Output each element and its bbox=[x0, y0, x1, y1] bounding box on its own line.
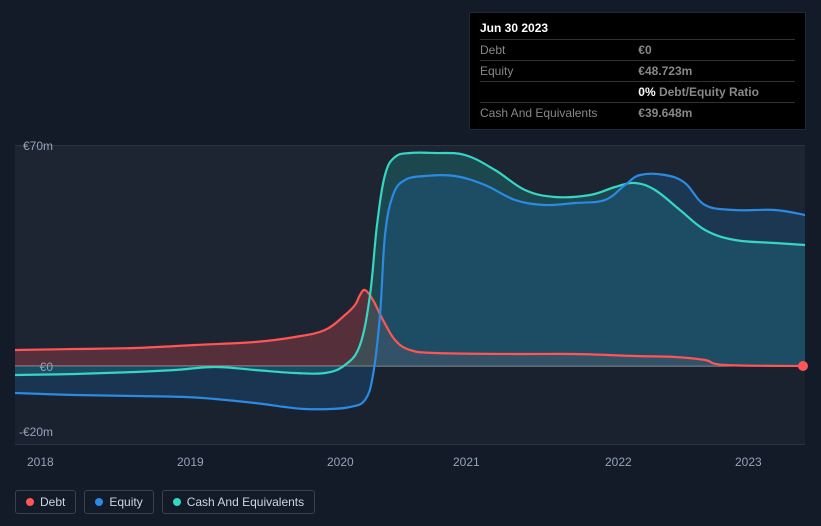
tooltip-table: Debt€0Equity€48.723m0% Debt/Equity Ratio… bbox=[480, 39, 795, 123]
x-axis-label: 2019 bbox=[177, 455, 204, 469]
x-axis-label: 2020 bbox=[327, 455, 354, 469]
legend-label: Equity bbox=[109, 495, 142, 509]
x-axis-label: 2018 bbox=[27, 455, 54, 469]
chart-area[interactable]: €70m€0-€20m bbox=[15, 145, 805, 445]
x-axis-label: 2023 bbox=[735, 455, 762, 469]
legend: Debt Equity Cash And Equivalents bbox=[15, 490, 315, 514]
y-axis-label: €70m bbox=[13, 139, 53, 153]
x-axis-label: 2022 bbox=[605, 455, 632, 469]
tooltip-label: Debt bbox=[480, 40, 630, 61]
x-axis: 2018 2019 2020 2021 2022 2023 bbox=[15, 455, 805, 475]
tooltip-date: Jun 30 2023 bbox=[480, 19, 795, 39]
legend-label: Cash And Equivalents bbox=[187, 495, 304, 509]
tooltip-label: Equity bbox=[480, 61, 630, 82]
legend-item[interactable]: Equity bbox=[84, 490, 153, 514]
tooltip-label: Cash And Equivalents bbox=[480, 103, 630, 124]
chart-svg bbox=[15, 145, 805, 445]
legend-label: Debt bbox=[40, 495, 65, 509]
legend-item[interactable]: Debt bbox=[15, 490, 76, 514]
tooltip-value: €48.723m bbox=[630, 61, 795, 82]
cursor-marker bbox=[798, 361, 808, 371]
legend-dot bbox=[95, 498, 103, 506]
legend-item[interactable]: Cash And Equivalents bbox=[162, 490, 315, 514]
tooltip-value: €39.648m bbox=[630, 103, 795, 124]
legend-dot bbox=[173, 498, 181, 506]
tooltip-label bbox=[480, 82, 630, 103]
legend-dot bbox=[26, 498, 34, 506]
tooltip-value: €0 bbox=[630, 40, 795, 61]
y-axis-label: €0 bbox=[13, 360, 53, 374]
y-axis-label: -€20m bbox=[13, 425, 53, 439]
chart-tooltip: Jun 30 2023 Debt€0Equity€48.723m0% Debt/… bbox=[469, 12, 806, 130]
x-axis-label: 2021 bbox=[453, 455, 480, 469]
tooltip-value: 0% Debt/Equity Ratio bbox=[630, 82, 795, 103]
